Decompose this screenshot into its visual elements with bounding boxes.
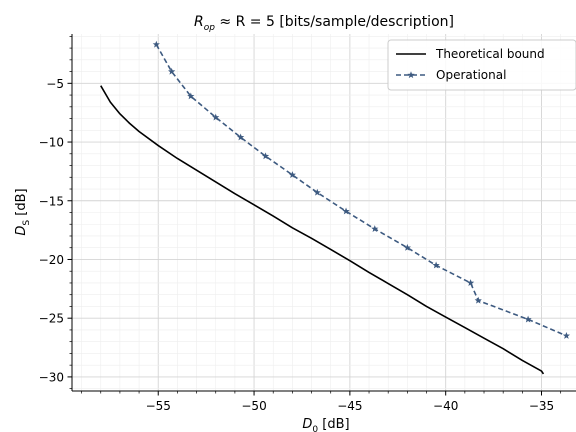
data-point-operational (524, 315, 532, 323)
title-op-subscript: op (204, 23, 216, 33)
data-point-operational (152, 40, 160, 48)
data-point-operational (261, 152, 270, 160)
y-axis-label: DS [dB] (14, 188, 32, 235)
x-label-subscript: 0 (312, 425, 318, 432)
y-tick-label: −25 (39, 312, 64, 326)
x-label-rest: [dB] (318, 417, 349, 432)
x-label-main: D (302, 417, 312, 432)
data-point-operational (371, 225, 379, 233)
x-tick-label: −50 (241, 399, 266, 413)
y-label-rest: [dB] (14, 188, 29, 219)
data-point-operational (474, 296, 482, 304)
y-tick-label: −15 (39, 194, 64, 208)
chart-title: Rop ≈ R = 5 [bits/sample/description] (194, 14, 454, 33)
y-tick-label: −5 (46, 77, 64, 91)
data-point-operational (187, 92, 195, 100)
legend-label-theoretical: Theoretical bound (435, 47, 545, 61)
data-point-operational (342, 207, 350, 215)
series-line-theoretical-bound (100, 85, 545, 375)
title-r: R (194, 14, 204, 30)
legend-box (387, 39, 576, 91)
data-point-operational (168, 67, 176, 75)
series-line-operational (155, 44, 567, 337)
data-point-operational (237, 133, 245, 141)
data-point-operational (313, 188, 321, 196)
x-axis-label: D0 [dB] (302, 417, 349, 432)
data-point-operational (403, 243, 411, 251)
data-point-operational (212, 113, 220, 121)
x-tick-label: −40 (433, 399, 458, 413)
y-tick-label: −20 (39, 253, 64, 267)
y-label-subscript: S (22, 220, 32, 226)
series-layer (100, 40, 571, 375)
y-label-main: D (14, 226, 29, 236)
data-point-operational (466, 279, 475, 287)
y-tick-label: −30 (39, 370, 64, 384)
title-rest: ≈ R = 5 [bits/sample/description] (215, 14, 454, 30)
data-point-operational (288, 171, 296, 178)
legend-marker-operational (407, 71, 415, 79)
data-point-operational (432, 261, 440, 269)
grid (72, 34, 576, 391)
x-tick-label: −55 (146, 399, 171, 413)
x-tick-label: −35 (529, 399, 554, 413)
legend-label-operational: Operational (436, 68, 506, 82)
legend: Theoretical bound Operational (387, 39, 576, 91)
y-tick-label: −10 (39, 136, 64, 150)
x-tick-label: −45 (337, 399, 362, 413)
data-point-operational (562, 332, 571, 339)
axes: −55 −50 −45 −40 −35 −5 −10 −15 −20 −25 −30 (39, 34, 576, 413)
